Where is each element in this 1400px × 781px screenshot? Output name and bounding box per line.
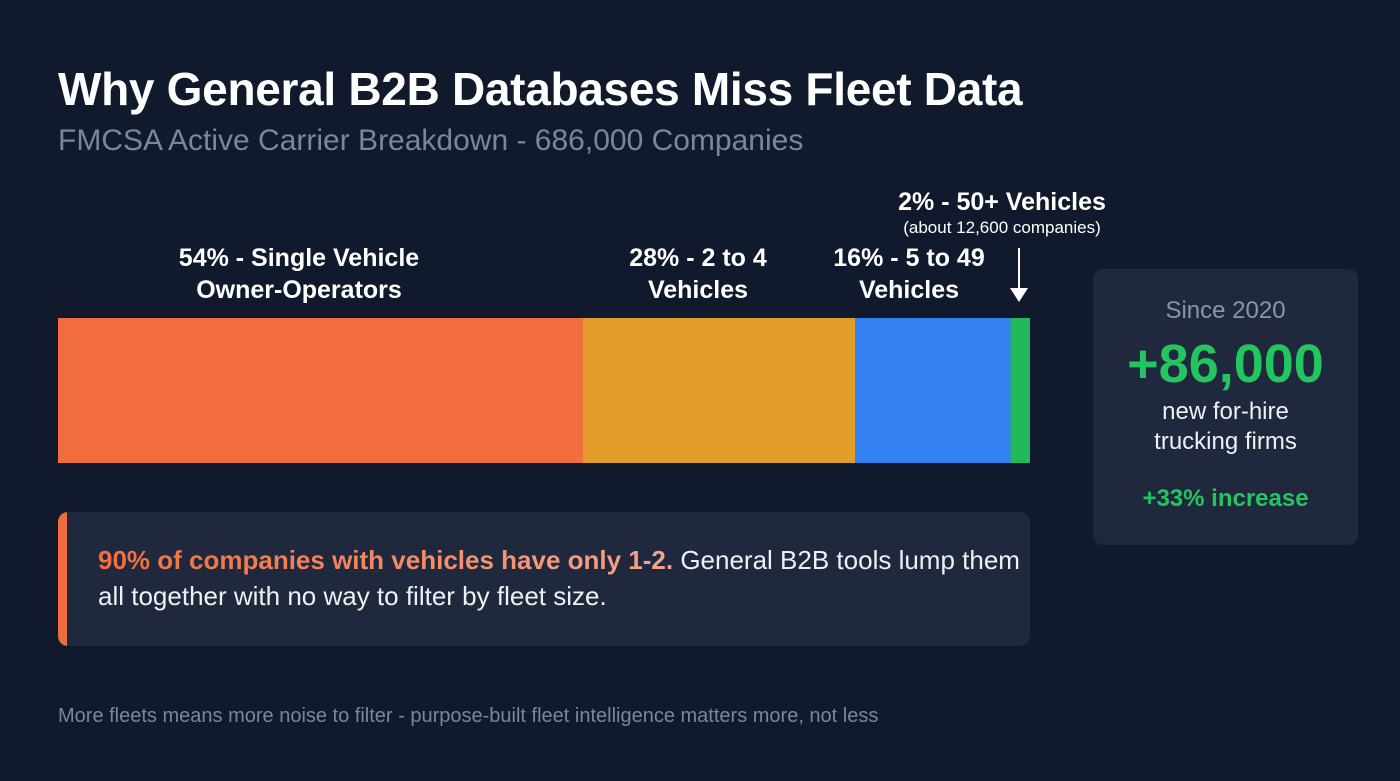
label-line: 16% - 5 to 49 [833, 244, 985, 272]
bar-segment-3 [1010, 318, 1030, 463]
page-title: Why General B2B Databases Miss Fleet Dat… [58, 63, 1023, 115]
arrow-down-icon [1010, 248, 1028, 302]
bar-segment-0 [58, 318, 584, 463]
desc-line: trucking firms [1154, 428, 1297, 455]
segment-label-2-to-4: 28% - 2 to 4 Vehicles [629, 242, 767, 306]
callout-box: 90% of companies with vehicles have only… [58, 512, 1030, 646]
page-subtitle: FMCSA Active Carrier Breakdown - 686,000… [58, 124, 804, 157]
segment-label-50-plus: 2% - 50+ Vehicles (about 12,600 companie… [898, 186, 1106, 238]
stat-value: +86,000 [1127, 334, 1324, 394]
segment-label-5-to-49: 16% - 5 to 49 Vehicles [833, 242, 984, 306]
label-line: Vehicles [858, 276, 960, 304]
stat-card: Since 2020 +86,000 new for-hire trucking… [1093, 269, 1358, 545]
label-line: Owner-Operators [196, 276, 402, 304]
stacked-bar [58, 318, 1030, 463]
footer-note: More fleets means more noise to filter -… [58, 705, 879, 727]
callout-body: General B2B tools lump them all together… [98, 545, 1020, 611]
desc-line: new for-hire [1162, 398, 1289, 425]
callout-text: 90% of companies with vehicles have only… [98, 542, 1030, 614]
bar-segment-2 [855, 318, 1012, 463]
segment-label-single-vehicle: 54% - Single Vehicle Owner-Operators [179, 242, 419, 306]
callout-highlight: 90% of companies with vehicles have only… [98, 545, 674, 575]
label-note: (about 12,600 companies) [903, 218, 1101, 237]
bar-segment-1 [582, 318, 856, 463]
callout-accent [58, 512, 67, 646]
label-line: 54% - Single Vehicle [178, 244, 420, 272]
stat-increase: +33% increase [1142, 485, 1309, 512]
stat-since: Since 2020 [1165, 297, 1286, 324]
label-line: Vehicles [647, 276, 749, 304]
label-line: 28% - 2 to 4 [629, 244, 767, 272]
label-line: 2% - 50+ Vehicles [898, 188, 1106, 216]
stat-description: new for-hire trucking firms [1093, 397, 1358, 457]
